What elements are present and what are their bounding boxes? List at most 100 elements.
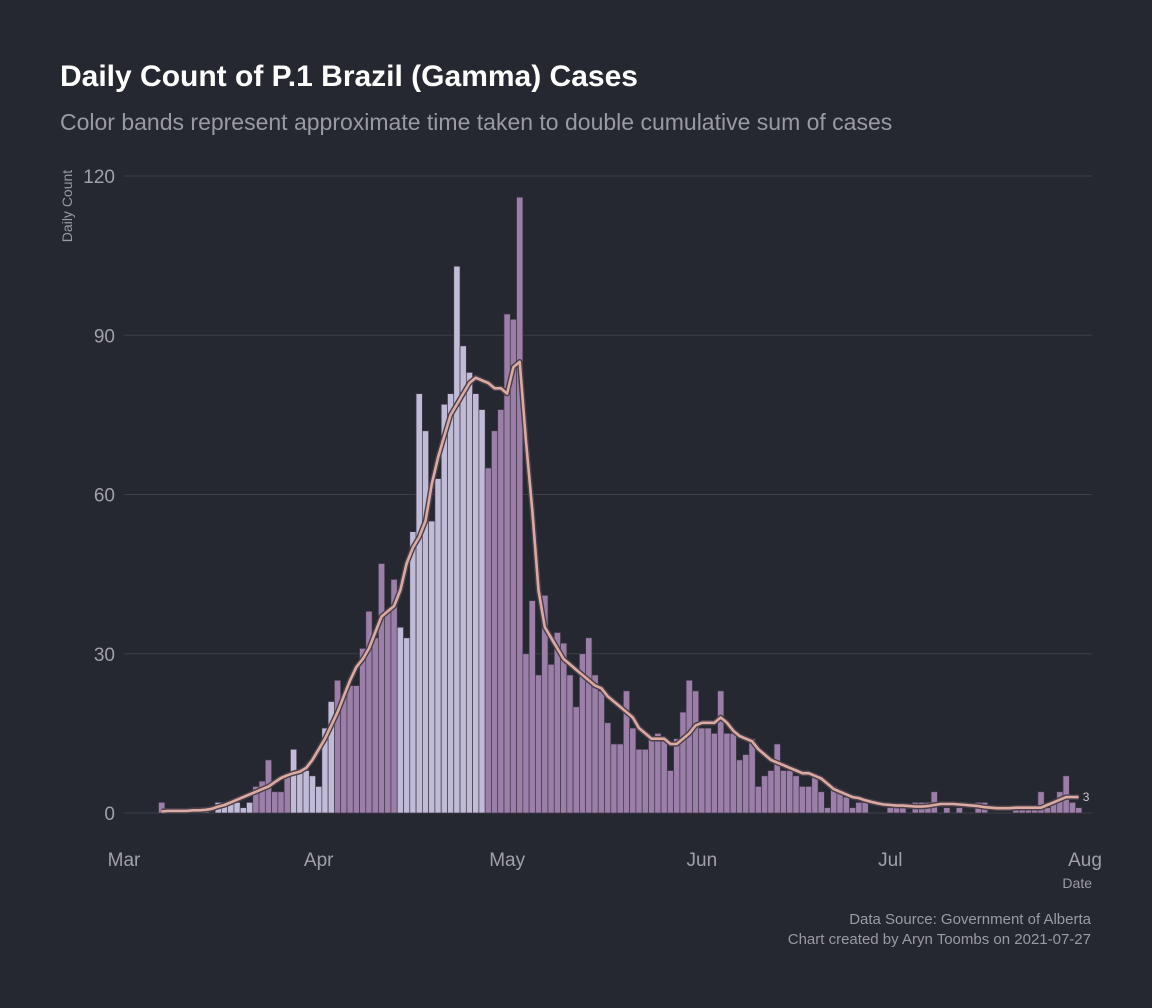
bar <box>271 791 279 814</box>
chart-title: Daily Count of P.1 Brazil (Gamma) Cases <box>60 60 638 93</box>
y-tick-label: 90 <box>94 326 115 347</box>
bar <box>1075 807 1083 814</box>
bar <box>522 653 530 814</box>
bar <box>308 775 316 814</box>
x-tick-label: Jul <box>878 850 902 871</box>
bar <box>861 802 869 814</box>
y-tick-label: 0 <box>104 804 115 825</box>
bar <box>371 637 379 814</box>
bar <box>817 791 825 814</box>
x-axis-label: Date <box>1062 875 1092 891</box>
bar <box>792 775 800 814</box>
x-tick-label: Aug <box>1068 850 1102 871</box>
bar <box>1037 791 1045 814</box>
bar <box>704 727 712 814</box>
bar <box>616 743 624 814</box>
bar <box>346 685 354 814</box>
bar <box>943 807 951 814</box>
bar <box>409 531 417 814</box>
bar <box>158 802 166 814</box>
x-tick-label: Mar <box>108 850 141 871</box>
bar <box>447 393 455 814</box>
bar <box>748 738 756 814</box>
bar <box>440 403 448 814</box>
bar <box>717 690 725 814</box>
bar <box>572 706 580 814</box>
bar <box>673 738 681 814</box>
bar <box>710 733 718 814</box>
bar <box>641 748 649 814</box>
bar <box>685 679 693 814</box>
bar <box>805 786 813 814</box>
bar <box>459 345 467 814</box>
bar <box>359 648 367 814</box>
bar <box>761 775 769 814</box>
bar <box>547 664 555 814</box>
bar <box>465 372 473 814</box>
bar <box>403 637 411 814</box>
bar <box>535 674 543 814</box>
bar <box>277 791 285 814</box>
bar <box>629 727 637 814</box>
bar <box>654 733 662 814</box>
bar <box>491 430 499 814</box>
x-tick-label: Jun <box>687 850 718 871</box>
bar <box>798 786 806 814</box>
bar <box>239 807 247 814</box>
bar <box>233 802 241 814</box>
bar <box>453 265 461 814</box>
bar <box>560 642 568 814</box>
bar <box>390 579 398 814</box>
bar <box>246 802 254 814</box>
bar <box>723 733 731 814</box>
bar <box>597 690 605 814</box>
end-value-label: 3 <box>1083 790 1090 804</box>
average-line <box>161 360 1079 813</box>
bar <box>679 711 687 814</box>
bar <box>855 802 863 814</box>
bar <box>886 807 894 814</box>
bar <box>729 733 737 814</box>
bar <box>692 690 700 814</box>
bar <box>736 759 744 814</box>
bar <box>660 738 668 814</box>
bar <box>1068 802 1076 814</box>
bar <box>352 685 360 814</box>
bar <box>553 632 561 814</box>
bar <box>484 467 492 814</box>
bar <box>478 409 486 814</box>
bar <box>472 393 480 814</box>
bar <box>610 743 618 814</box>
bar <box>516 196 524 814</box>
bars <box>158 196 1083 814</box>
bar <box>842 796 850 814</box>
bar <box>955 807 963 814</box>
bar <box>849 807 857 814</box>
caption-created-by: Chart created by Aryn Toombs on 2021-07-… <box>788 931 1091 948</box>
bar <box>786 770 794 814</box>
bar <box>773 743 781 814</box>
bar <box>591 674 599 814</box>
bar <box>604 722 612 814</box>
bar <box>384 610 392 814</box>
x-tick-label: Apr <box>304 850 334 871</box>
bar <box>635 748 643 814</box>
bar <box>315 786 323 814</box>
bar <box>296 770 304 814</box>
x-tick-label: May <box>489 850 525 871</box>
bar <box>754 786 762 814</box>
bar <box>421 430 429 814</box>
bar <box>290 748 298 814</box>
average-line-group: 3 <box>161 359 1090 815</box>
x-axis-ticks: Mar Apr May Jun Jul Aug <box>108 850 1102 871</box>
bar <box>893 807 901 814</box>
bar <box>415 393 423 814</box>
bar <box>698 727 706 814</box>
y-tick-label: 120 <box>83 167 115 188</box>
y-tick-label: 60 <box>94 486 115 507</box>
bar <box>767 770 775 814</box>
bar <box>340 695 348 814</box>
bar <box>428 520 436 814</box>
bar <box>396 626 404 814</box>
